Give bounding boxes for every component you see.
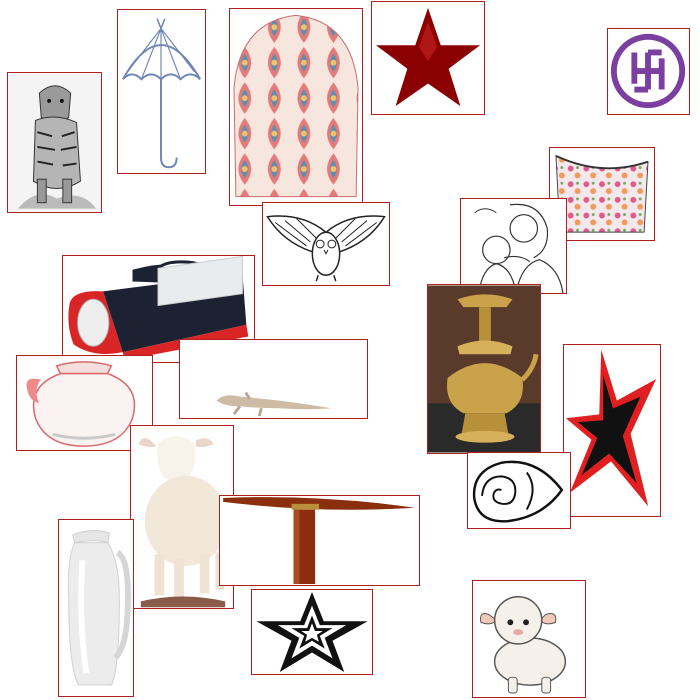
- water-pot-icon: [26, 361, 136, 447]
- red-black-star-tile[interactable]: [563, 344, 661, 517]
- mother-child-icon: [474, 203, 564, 293]
- swastika-tile[interactable]: [607, 28, 690, 115]
- pickaxe-tile[interactable]: [219, 495, 420, 586]
- jug-tile[interactable]: [58, 519, 134, 697]
- brass-lamp-tile[interactable]: [427, 284, 541, 454]
- cartoon-lamb-icon: [480, 596, 567, 694]
- tiger-icon: [8, 73, 101, 212]
- conch-shell-icon: [472, 460, 564, 523]
- dark-red-star-tile[interactable]: [371, 1, 485, 115]
- cartoon-lamb-tile[interactable]: [472, 580, 586, 698]
- lizard-icon: [216, 391, 332, 417]
- mother-child-tile[interactable]: [460, 198, 567, 294]
- red-black-star-icon: [565, 349, 657, 507]
- pickaxe-icon: [223, 497, 415, 585]
- conch-shell-tile[interactable]: [467, 452, 571, 529]
- outline-star-icon: [256, 591, 368, 673]
- sheep-tile[interactable]: [130, 425, 234, 609]
- flower-bag-icon: [555, 154, 649, 233]
- jug-icon: [67, 530, 131, 686]
- water-pot-tile[interactable]: [16, 355, 153, 451]
- umbrella-icon: [122, 18, 201, 169]
- owl-icon: [266, 215, 386, 282]
- owl-tile[interactable]: [262, 202, 390, 286]
- sheep-icon: [138, 436, 228, 608]
- lizard-tile[interactable]: [179, 339, 368, 419]
- outline-star-tile[interactable]: [251, 589, 373, 675]
- dark-red-star-icon: [375, 7, 481, 107]
- umbrella-tile[interactable]: [117, 9, 206, 174]
- swastika-icon: [610, 33, 686, 109]
- tiger-tile[interactable]: [7, 72, 102, 213]
- patterned-cloth-tile[interactable]: [229, 8, 363, 206]
- brass-lamp-icon: [428, 285, 540, 453]
- patterned-cloth-icon: [233, 14, 359, 198]
